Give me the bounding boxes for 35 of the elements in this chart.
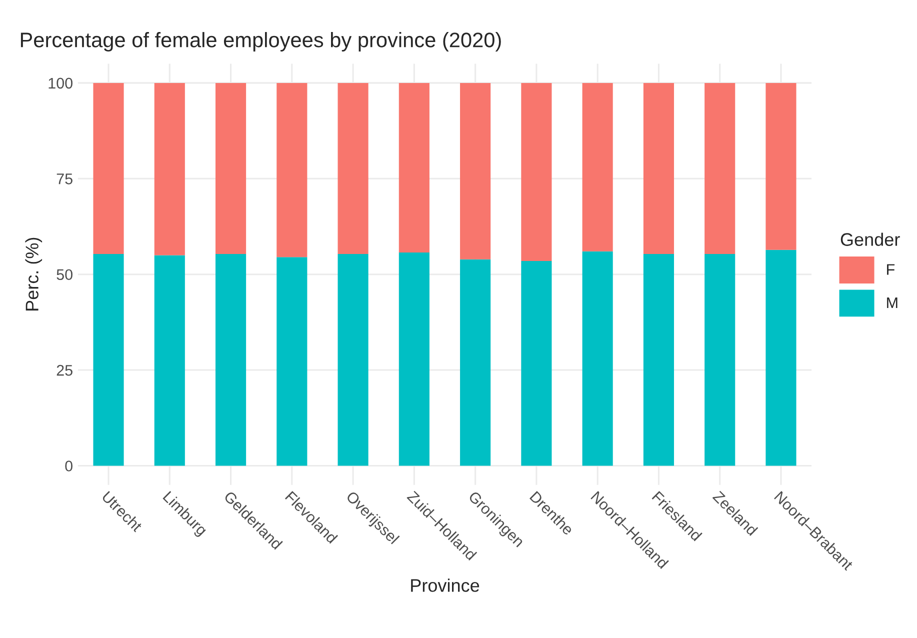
bar — [215, 82, 246, 254]
bar — [460, 259, 491, 466]
legend-label: M — [887, 297, 898, 308]
y-tick-label: 50 — [56, 269, 72, 280]
bar — [766, 250, 796, 466]
bar — [704, 254, 736, 466]
bar — [93, 254, 124, 466]
y-axis-title: Perc. (%) — [25, 238, 42, 310]
y-tick-label: 100 — [48, 78, 72, 89]
bar — [215, 254, 246, 466]
chart-title: Percentage of female employees by province (2020) — [20, 32, 501, 52]
bar — [276, 257, 308, 466]
y-tick-label: 25 — [56, 364, 72, 376]
bar — [276, 82, 308, 258]
bar — [582, 82, 613, 252]
y-tick-label: 0 — [65, 460, 72, 472]
bar — [766, 82, 796, 250]
bar — [643, 254, 674, 466]
bar — [398, 82, 430, 253]
bar — [582, 251, 613, 466]
legend-title: Gender — [840, 232, 900, 246]
bar — [398, 252, 430, 466]
bar — [338, 254, 368, 466]
y-tick-label: 75 — [56, 174, 72, 184]
bar — [338, 82, 368, 254]
bar — [154, 255, 185, 466]
bar — [704, 82, 736, 254]
x-axis-title: Province — [411, 578, 480, 592]
bar — [154, 82, 185, 256]
bar — [643, 82, 674, 254]
bar — [521, 82, 552, 261]
legend-label: F — [887, 264, 895, 275]
bar — [460, 82, 491, 260]
bar — [93, 82, 124, 254]
bar — [521, 260, 552, 466]
